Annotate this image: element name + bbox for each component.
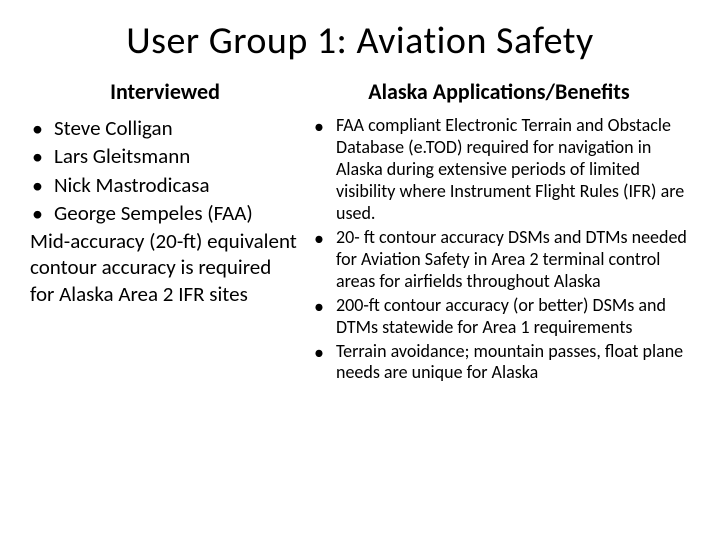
benefits-list: FAA compliant Electronic Terrain and Obs… xyxy=(308,115,690,384)
list-item: Steve Colligan xyxy=(30,115,300,141)
slide-title: User Group 1: Aviation Safety xyxy=(30,18,690,64)
interviewed-list: Steve Colligan Lars Gleitsmann Nick Mast… xyxy=(30,115,300,226)
left-heading: Interviewed xyxy=(30,78,300,105)
list-item: FAA compliant Electronic Terrain and Obs… xyxy=(308,115,690,225)
list-item: Nick Mastrodicasa xyxy=(30,172,300,198)
list-item: 20- ft contour accuracy DSMs and DTMs ne… xyxy=(308,227,690,293)
list-item: Terrain avoidance; mountain passes, floa… xyxy=(308,341,690,385)
right-heading: Alaska Applications/Benefits xyxy=(308,78,690,105)
right-column: Alaska Applications/Benefits FAA complia… xyxy=(308,78,690,386)
list-item: Lars Gleitsmann xyxy=(30,143,300,169)
list-item: 200-ft contour accuracy (or better) DSMs… xyxy=(308,295,690,339)
list-item: George Sempeles (FAA) xyxy=(30,200,300,226)
slide-container: User Group 1: Aviation Safety Interviewe… xyxy=(0,0,720,406)
left-column: Interviewed Steve Colligan Lars Gleitsma… xyxy=(30,78,300,386)
left-note: Mid-accuracy (20-ft) equivalent contour … xyxy=(30,228,300,307)
two-column-layout: Interviewed Steve Colligan Lars Gleitsma… xyxy=(30,78,690,386)
